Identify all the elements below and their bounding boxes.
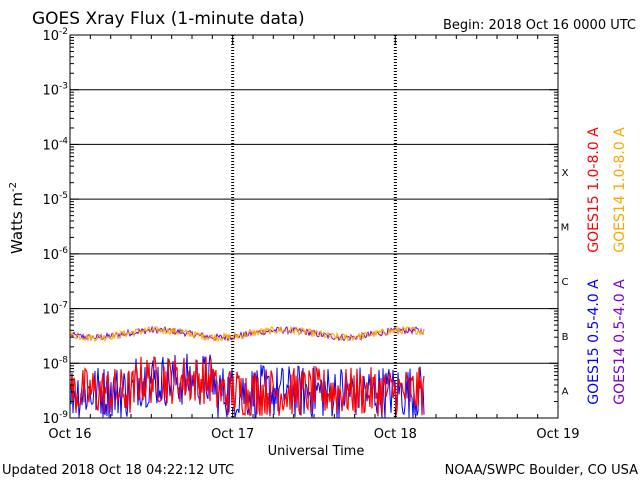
- axis-ticks: [69, 35, 559, 419]
- y-tick-base: 10: [42, 84, 59, 99]
- y-axis-label-text: Watts m: [8, 192, 26, 254]
- legend-entry: GOES14 1.0-8.0 A: [612, 127, 628, 253]
- y-axis-label-exponent: -2: [8, 182, 19, 192]
- y-tick-exponent: -5: [59, 191, 68, 201]
- y-tick-base: 10: [42, 248, 59, 263]
- y-tick-label: 10-4: [42, 136, 68, 153]
- y-tick-label: 10-5: [42, 191, 68, 208]
- x-tick-label: Oct 17: [211, 427, 254, 442]
- y-tick-label: 10-3: [42, 82, 68, 99]
- x-axis-label: Universal Time: [268, 444, 365, 459]
- x-tick-label: Oct 19: [536, 427, 579, 442]
- series-goes15-1.0-8.0-line: [70, 356, 425, 417]
- y-tick-label: 10-7: [42, 301, 68, 318]
- y-tick-exponent: -8: [59, 355, 68, 365]
- y-tick-base: 10: [42, 29, 59, 44]
- credit-text: NOAA/SWPC Boulder, CO USA: [445, 463, 638, 478]
- updated-timestamp: Updated 2018 Oct 18 04:22:12 UTC: [2, 463, 234, 478]
- y-tick-base: 10: [42, 357, 59, 372]
- y-tick-label: 10-6: [42, 246, 68, 263]
- y-tick-exponent: -7: [59, 301, 68, 311]
- y-tick-base: 10: [42, 138, 59, 153]
- legend: GOES15 1.0-8.0 A GOES14 1.0-8.0 A GOES15 0…: [586, 127, 628, 405]
- legend-entry: GOES15 1.0-8.0 A: [586, 127, 602, 253]
- y-tick-label: 10-8: [42, 355, 68, 372]
- flare-class-label: B: [562, 332, 569, 343]
- flare-class-label: M: [561, 223, 570, 234]
- begin-label: Begin: 2018 Oct 16 0000 UTC: [443, 18, 636, 33]
- x-tick-labels: Oct 16 Oct 17 Oct 18 Oct 19: [48, 427, 579, 442]
- y-tick-exponent: -9: [59, 410, 68, 420]
- y-tick-exponent: -6: [59, 246, 68, 256]
- y-axis-label: Watts m-2: [8, 182, 26, 254]
- flare-class-label: C: [562, 277, 569, 288]
- legend-entry: GOES15 0.5-4.0 A: [586, 279, 602, 405]
- grid-lines: [70, 35, 558, 418]
- flare-class-label: A: [562, 387, 569, 398]
- y-tick-base: 10: [42, 412, 59, 427]
- y-tick-exponent: -2: [59, 27, 68, 37]
- flare-class-labels: X M C B A: [561, 168, 570, 398]
- x-tick-label: Oct 18: [374, 427, 417, 442]
- y-tick-label: 10-9: [42, 410, 68, 427]
- flare-class-label: X: [562, 168, 569, 179]
- plot-frame: [69, 34, 559, 419]
- legend-entry: GOES14 0.5-4.0 A: [612, 279, 628, 405]
- y-tick-label: 10-2: [42, 27, 68, 44]
- y-tick-base: 10: [42, 193, 59, 208]
- y-tick-exponent: -4: [59, 136, 68, 146]
- series-layer: [70, 325, 425, 420]
- y-tick-base: 10: [42, 303, 59, 318]
- y-tick-exponent: -3: [59, 82, 68, 92]
- chart-title: GOES Xray Flux (1-minute data): [32, 9, 305, 29]
- x-tick-label: Oct 16: [48, 427, 91, 442]
- y-tick-labels: 10-210-310-410-510-610-710-810-9: [42, 27, 68, 427]
- series-goes14-1.0-8.0-line: [70, 325, 425, 343]
